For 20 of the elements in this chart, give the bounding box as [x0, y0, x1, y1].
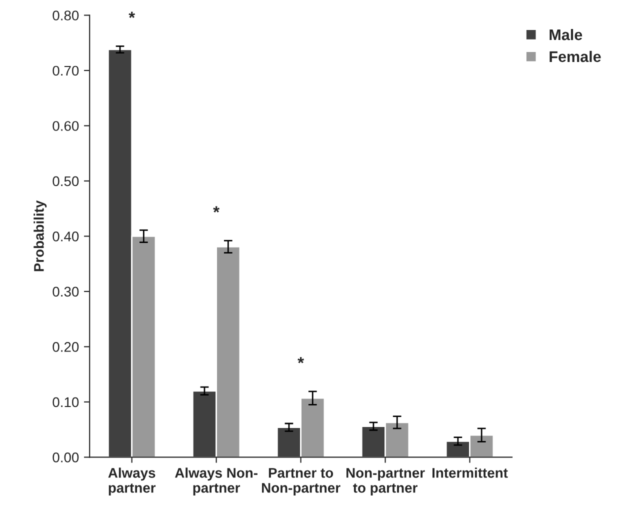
y-tick-label: 0.00	[52, 452, 79, 462]
annotation: *	[213, 206, 220, 212]
y-tick-label: 0.20	[52, 342, 79, 352]
x-tick-label: Always partner	[108, 468, 156, 496]
y-tick-label: 0.60	[52, 121, 79, 131]
y-tick-label: 0.10	[52, 397, 79, 408]
y-tick-label: 0.80	[52, 10, 79, 20]
legend-label: Female	[550, 50, 601, 62]
annotation: *	[128, 12, 136, 18]
y-tick-label: 0.50	[52, 176, 79, 186]
y-tick-label: 0.30	[52, 286, 79, 297]
x-tick-label: Always Non- partner	[174, 468, 258, 496]
y-axis-title: Probability	[34, 200, 47, 272]
y-tick-label: 0.70	[52, 66, 79, 76]
x-tick-label: Partner to Non-partner	[262, 468, 340, 496]
legend-label: Male	[550, 28, 582, 40]
annotation: *	[298, 357, 304, 364]
x-tick-label: Intermittent	[432, 468, 508, 478]
y-tick-label: 0.40	[52, 232, 79, 242]
x-tick-label: Non-partner to partner	[346, 468, 425, 496]
